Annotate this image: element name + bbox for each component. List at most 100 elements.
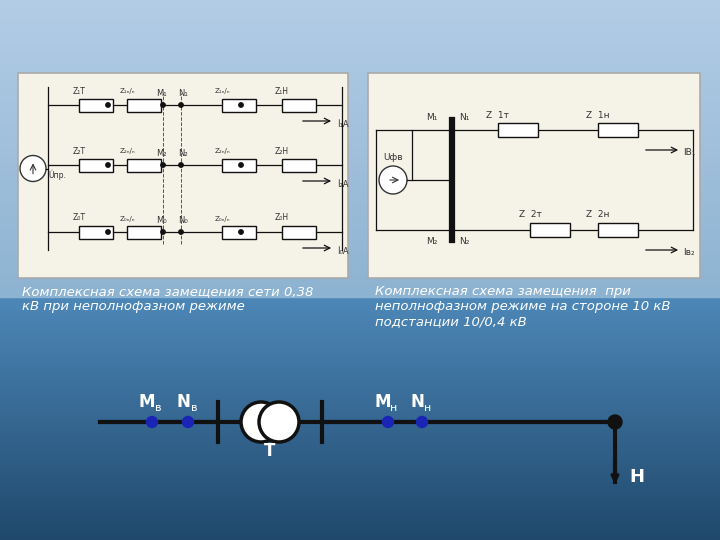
Bar [0,376,720,377]
Bar [0,239,720,240]
Bar [0,199,720,200]
Bar [0,440,720,441]
Bar [0,289,720,290]
Text: н: н [390,403,397,413]
Bar [368,73,700,278]
Bar [0,61,720,62]
Bar [0,278,720,279]
Bar [0,247,720,248]
Bar [0,91,720,92]
Bar [0,287,720,288]
Bar [0,57,720,58]
Bar [0,169,720,170]
Bar [0,22,720,23]
Bar [0,192,720,193]
Bar [0,485,720,486]
Bar [0,371,720,372]
Bar [0,137,720,138]
Bar [0,463,720,464]
Bar [0,426,720,427]
Bar [0,238,720,239]
Bar [0,460,720,461]
Text: M₀: M₀ [156,216,166,225]
Bar [0,236,720,237]
Bar [0,216,720,217]
Text: Z₁H: Z₁H [275,86,289,96]
Bar [0,124,720,125]
Bar [0,433,720,434]
Bar [0,456,720,457]
Text: N₂: N₂ [459,237,469,246]
Bar [0,88,720,89]
Bar [0,241,720,242]
Bar [0,207,720,208]
Bar [0,509,720,510]
Bar [0,418,720,419]
Bar [0,130,720,131]
Bar [0,101,720,102]
Bar [0,144,720,145]
Bar [0,245,720,246]
Bar [0,534,720,535]
Bar [0,260,720,261]
Bar [498,123,538,137]
Bar [0,77,720,78]
Bar [598,123,638,137]
Bar [0,342,720,343]
Bar [0,336,720,337]
Bar [0,92,720,93]
Bar [0,323,720,324]
Bar [0,442,720,443]
Text: Z  2т: Z 2т [518,210,541,219]
Bar [0,356,720,357]
Bar [0,454,720,455]
Bar [0,60,720,61]
Bar [0,132,720,133]
Bar [0,377,720,378]
Bar [0,404,720,405]
Bar [0,301,720,302]
Bar [0,243,720,244]
Bar [0,100,720,101]
Bar [0,8,720,9]
Text: İ₁A: İ₁A [337,120,348,129]
Bar [0,436,720,437]
Bar [0,52,720,53]
Bar [0,276,720,277]
Bar [0,470,720,471]
Text: Z₁ₙ/ₙ: Z₁ₙ/ₙ [215,89,230,94]
Bar [0,32,720,33]
Bar [0,475,720,476]
Bar [0,266,720,267]
Bar [0,19,720,20]
Text: Iв₂: Iв₂ [683,248,695,257]
Bar [0,10,720,11]
Bar [0,324,720,325]
Bar [127,226,161,239]
Bar [0,174,720,175]
Bar [0,483,720,484]
Bar [0,386,720,387]
Bar [0,321,720,322]
Bar [0,42,720,43]
Bar [0,317,720,318]
Text: Z₀ₙ/ₙ: Z₀ₙ/ₙ [120,215,135,221]
Bar [0,500,720,501]
Bar [0,58,720,59]
Bar [0,452,720,453]
Bar [0,486,720,487]
Bar [0,5,720,6]
Bar [0,530,720,531]
Bar [0,334,720,335]
Text: M₂: M₂ [156,149,166,158]
Bar [0,515,720,516]
Text: н: н [424,403,431,413]
Bar [0,374,720,375]
Bar [0,322,720,323]
Circle shape [106,103,110,107]
Bar [0,517,720,518]
Circle shape [239,163,243,167]
Bar [0,31,720,32]
Bar [0,421,720,422]
Bar [0,472,720,473]
